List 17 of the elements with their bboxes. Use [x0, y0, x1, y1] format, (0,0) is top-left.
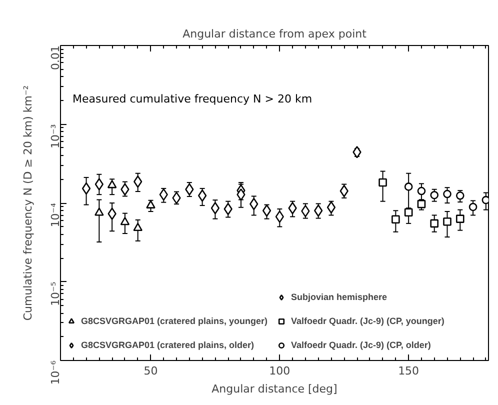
y-tick-label: 0.01: [49, 45, 62, 70]
y-tick-label: 10⁻⁶: [49, 360, 62, 385]
x-tick-label: 100: [269, 364, 290, 378]
y-axis-title: Cumulative frequency N (D ≥ 20 km) km⁻²: [22, 85, 34, 321]
legend-label: Valfoedr Quadr. (Jc-9) (CP, younger): [291, 316, 444, 326]
legend-label: Subjovian hemisphere: [291, 292, 388, 302]
legend-label: G8CSVGRGAP01 (cratered plains, older): [81, 340, 254, 350]
y-tick-label: 10⁻⁴: [49, 202, 62, 228]
x-axis-title: Angular distance [deg]: [212, 382, 338, 396]
x-tick-label: 150: [398, 364, 420, 378]
annotation: Measured cumulative frequency N > 20 km: [72, 92, 312, 106]
chart-title: Angular distance from apex point: [182, 28, 368, 40]
legend-label: Valfoedr Quadr. (Jc-9) (CP, older): [291, 340, 431, 350]
y-tick-label: 10⁻³: [49, 124, 62, 148]
legend-label: G8CSVGRGAP01 (cratered plains, younger): [81, 316, 268, 326]
y-tick-label: 10⁻⁵: [49, 282, 62, 306]
x-tick-label: 50: [144, 364, 158, 378]
